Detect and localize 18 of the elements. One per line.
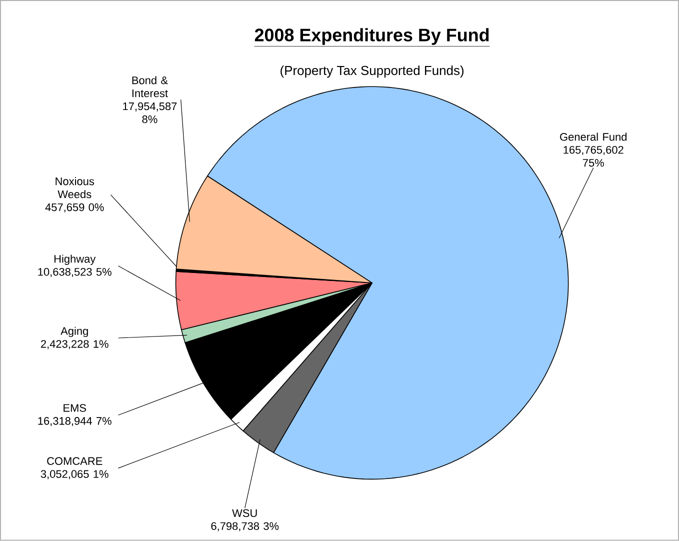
chart-subtitle: (Property Tax Supported Funds) xyxy=(280,66,464,78)
slice-label: Noxious Weeds xyxy=(56,177,94,198)
slice-label: Aging xyxy=(60,326,88,338)
data-label: 457,659 0% xyxy=(45,203,104,213)
chart-title: 2008 Expenditures By Fund xyxy=(254,28,489,46)
data-label: 17,954,587 8% xyxy=(123,102,177,124)
data-label: 3,052,065 1% xyxy=(40,470,108,480)
slice-label: EMS xyxy=(64,404,86,412)
slice-label: Bond & Interest xyxy=(132,76,168,98)
data-label: 10,638,523 5% xyxy=(38,268,112,278)
data-label: 2,423,228 1% xyxy=(40,340,108,350)
data-label: 6,798,738 3% xyxy=(211,522,279,532)
slice-label: Highway xyxy=(54,254,96,266)
slice-label: General Fund xyxy=(560,132,627,141)
slice-label: COMCARE xyxy=(47,457,102,466)
slice-label: WSU xyxy=(232,509,257,518)
data-label: 165,765,602 75% xyxy=(564,146,624,167)
data-label: 16,318,944 7% xyxy=(38,417,112,426)
